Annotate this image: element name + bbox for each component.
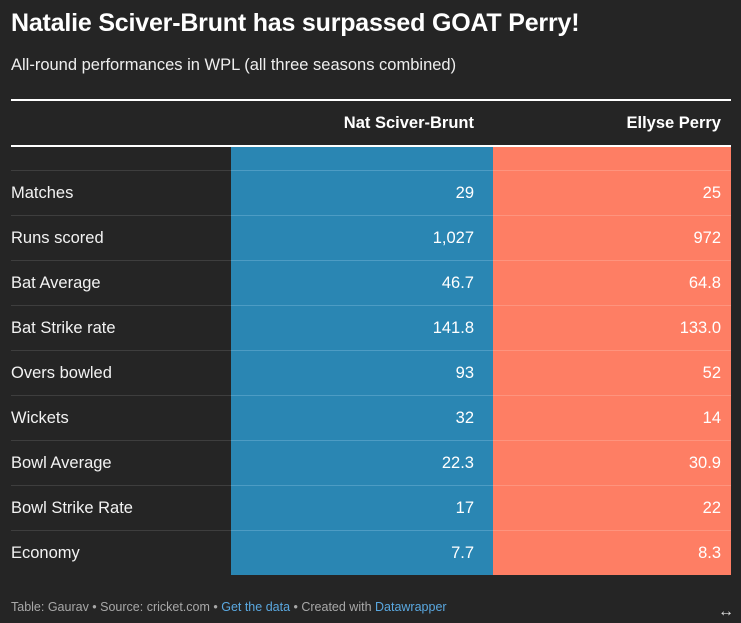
row-label: Matches bbox=[11, 184, 74, 202]
chart-title: Natalie Sciver-Brunt has surpassed GOAT … bbox=[11, 9, 580, 37]
table-row: Bowl Strike Rate 17 22 bbox=[11, 485, 731, 530]
sciver-brunt-value: 22.3 bbox=[441, 454, 474, 472]
row-divider bbox=[493, 215, 731, 216]
row-label: Economy bbox=[11, 544, 80, 562]
row-divider bbox=[231, 485, 493, 486]
row-divider bbox=[231, 440, 493, 441]
table-row: Wickets 32 14 bbox=[11, 395, 731, 440]
row-label: Runs scored bbox=[11, 229, 104, 247]
row-label: Wickets bbox=[11, 409, 69, 427]
table-row: Bat Strike rate 141.8 133.0 bbox=[11, 305, 731, 350]
row-divider bbox=[231, 395, 493, 396]
chart-subtitle: All-round performances in WPL (all three… bbox=[11, 56, 457, 74]
row-label: Bat Strike rate bbox=[11, 319, 116, 337]
column-header-sciver-brunt[interactable]: Nat Sciver-Brunt bbox=[343, 114, 474, 132]
row-divider bbox=[231, 350, 493, 351]
perry-value: 52 bbox=[702, 364, 721, 382]
footer: Table: Gaurav • Source: cricket.com • Ge… bbox=[11, 600, 447, 614]
row-divider bbox=[231, 305, 493, 306]
row-divider bbox=[493, 350, 731, 351]
row-divider bbox=[493, 485, 731, 486]
sciver-brunt-column-background bbox=[231, 147, 493, 575]
row-label: Bat Average bbox=[11, 274, 101, 292]
column-header-perry[interactable]: Ellyse Perry bbox=[626, 114, 722, 132]
table-header: Nat Sciver-Brunt Ellyse Perry bbox=[11, 102, 731, 145]
table-row: Matches 29 25 bbox=[11, 170, 731, 215]
footer-created-with: • Created with bbox=[290, 600, 375, 614]
row-label: Bowl Strike Rate bbox=[11, 499, 133, 517]
row-divider bbox=[493, 395, 731, 396]
table-row: Runs scored 1,027 972 bbox=[11, 215, 731, 260]
perry-value: 8.3 bbox=[698, 544, 721, 562]
perry-value: 133.0 bbox=[679, 319, 721, 337]
row-divider bbox=[493, 440, 731, 441]
perry-value: 22 bbox=[702, 499, 721, 517]
perry-value: 972 bbox=[693, 229, 721, 247]
footer-source: Table: Gaurav • Source: cricket.com • bbox=[11, 600, 222, 614]
row-divider bbox=[493, 260, 731, 261]
sciver-brunt-value: 29 bbox=[455, 184, 474, 202]
table-body: Matches 29 25 Runs scored 1,027 972 Bat Averag… bbox=[11, 170, 731, 575]
row-divider bbox=[231, 260, 493, 261]
row-divider bbox=[231, 215, 493, 216]
row-divider bbox=[231, 530, 493, 531]
row-divider bbox=[493, 305, 731, 306]
row-divider bbox=[493, 530, 731, 531]
sciver-brunt-value: 1,027 bbox=[432, 229, 474, 247]
expand-horizontal-icon[interactable]: ↔ bbox=[718, 603, 734, 620]
sciver-brunt-value: 17 bbox=[455, 499, 474, 517]
table-row: Overs bowled 93 52 bbox=[11, 350, 731, 395]
row-divider bbox=[231, 170, 493, 171]
perry-value: 25 bbox=[702, 184, 721, 202]
perry-value: 14 bbox=[702, 409, 721, 427]
sciver-brunt-value: 46.7 bbox=[441, 274, 474, 292]
row-label: Overs bowled bbox=[11, 364, 112, 382]
get-the-data-link[interactable]: Get the data bbox=[221, 600, 291, 614]
table-row: Bowl Average 22.3 30.9 bbox=[11, 440, 731, 485]
header-rule bbox=[11, 145, 731, 147]
perry-value: 30.9 bbox=[688, 454, 721, 472]
sciver-brunt-value: 7.7 bbox=[451, 544, 474, 562]
top-rule bbox=[11, 99, 731, 101]
sciver-brunt-value: 141.8 bbox=[432, 319, 474, 337]
row-label: Bowl Average bbox=[11, 454, 112, 472]
datawrapper-link[interactable]: Datawrapper bbox=[375, 600, 447, 614]
table-row: Bat Average 46.7 64.8 bbox=[11, 260, 731, 305]
perry-column-background bbox=[493, 147, 731, 575]
sciver-brunt-value: 93 bbox=[455, 364, 474, 382]
perry-value: 64.8 bbox=[688, 274, 721, 292]
table-row: Economy 7.7 8.3 bbox=[11, 530, 731, 575]
sciver-brunt-value: 32 bbox=[455, 409, 474, 427]
row-divider bbox=[493, 170, 731, 171]
